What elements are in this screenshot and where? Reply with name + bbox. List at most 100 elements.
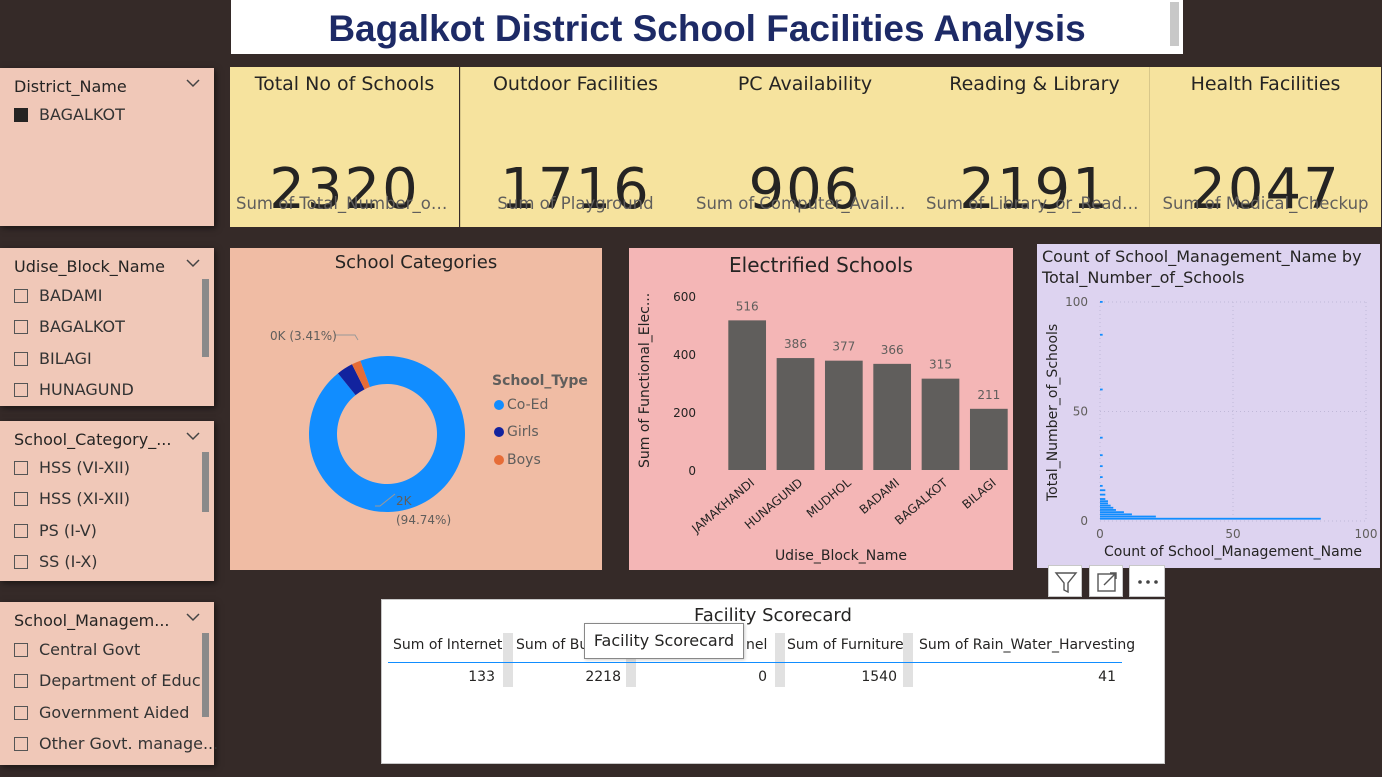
column-header[interactable]: nel: [746, 637, 768, 653]
facility-scorecard-table[interactable]: Facility Scorecard Sum of Internet Sum o…: [381, 599, 1165, 764]
slicer-item[interactable]: Department of Educ.: [14, 671, 206, 690]
filter-button[interactable]: [1048, 565, 1082, 597]
checkbox[interactable]: [14, 320, 28, 334]
bar-mudhol[interactable]: [824, 360, 863, 470]
hbar[interactable]: [1100, 509, 1116, 511]
hbar[interactable]: [1100, 500, 1108, 503]
slicer-title: School_Managem...: [14, 611, 170, 630]
kpi-card-library[interactable]: Reading & Library 2191 Sum of Library_or…: [920, 67, 1149, 227]
bar-bagalkot[interactable]: [921, 378, 960, 470]
checkbox[interactable]: [14, 461, 28, 475]
checkbox[interactable]: [14, 289, 28, 303]
slicer-item[interactable]: HSS (XI-XII): [14, 489, 130, 508]
x-tick-label: 0: [1096, 527, 1104, 541]
block-slicer[interactable]: Udise_Block_Name BADAMI BAGALKOT BILAGI …: [0, 248, 214, 406]
slicer-item[interactable]: BADAMI: [14, 286, 102, 305]
donut-slice-girls[interactable]: [337, 363, 366, 398]
donut-slice-co-ed[interactable]: [287, 334, 487, 534]
chevron-down-icon[interactable]: [186, 431, 200, 441]
column-header[interactable]: Sum of Rain_Water_Harvesting: [919, 637, 1136, 653]
slicer-item[interactable]: Government Aided: [14, 703, 189, 722]
slicer-item[interactable]: HUNAGUND: [14, 380, 134, 399]
bar-hunagund[interactable]: [776, 358, 815, 470]
chevron-down-icon[interactable]: [186, 78, 200, 88]
hbar[interactable]: [1100, 513, 1132, 516]
checkbox[interactable]: [14, 555, 28, 569]
management-chart-panel[interactable]: Count of School_Management_Name by Total…: [1037, 244, 1380, 568]
column-header[interactable]: Sum of Furniture: [787, 637, 904, 653]
slicer-item[interactable]: HSS (VI-XII): [14, 458, 130, 477]
bar-bilagi[interactable]: [969, 408, 1008, 470]
checkbox[interactable]: [14, 674, 28, 688]
chevron-down-icon[interactable]: [186, 258, 200, 268]
x-tick-label: 100: [1355, 527, 1378, 541]
slicer-item[interactable]: PS (I-V): [14, 521, 97, 540]
slicer-item[interactable]: BILAGI: [14, 349, 92, 368]
donut-slice-boys[interactable]: [352, 360, 370, 391]
x-axis-label: Count of School_Management_Name: [1104, 544, 1362, 560]
management-slicer[interactable]: School_Managem... Central Govt Departmen…: [0, 602, 218, 765]
bar-data-label: 211: [977, 388, 1000, 402]
district-slicer[interactable]: District_Name BAGALKOT: [0, 68, 214, 226]
hbar[interactable]: [1100, 517, 1321, 520]
chart-title: Count of School_Management_Name by Total…: [1042, 247, 1362, 287]
column-header[interactable]: Sum of Bu: [516, 637, 589, 653]
hbar[interactable]: [1100, 515, 1156, 518]
hbar[interactable]: [1100, 489, 1106, 492]
slicer-item[interactable]: SS (I-X): [14, 552, 98, 571]
legend-item-boys[interactable]: Boys: [494, 452, 541, 468]
category-slicer[interactable]: School_Category_... HSS (VI-XII) HSS (XI…: [0, 421, 214, 581]
title-scrollbar[interactable]: [1170, 2, 1179, 46]
table-title: Facility Scorecard: [694, 605, 852, 626]
hbar[interactable]: [1100, 504, 1111, 507]
bar-jamakhandi[interactable]: [728, 320, 767, 470]
checkbox[interactable]: [14, 492, 28, 506]
kpi-card-pc[interactable]: PC Availability 906 Sum of Computer_Avai…: [690, 67, 920, 227]
slicer-item[interactable]: Other Govt. manage...: [14, 734, 218, 753]
hbar[interactable]: [1100, 301, 1103, 303]
hbar[interactable]: [1100, 388, 1103, 391]
slicer-scrollbar[interactable]: [202, 279, 209, 357]
legend-item-coed[interactable]: Co-Ed: [494, 397, 548, 413]
checkbox[interactable]: [14, 383, 28, 397]
focus-mode-button[interactable]: [1089, 565, 1123, 597]
slicer-item[interactable]: Central Govt: [14, 640, 140, 659]
legend-item-girls[interactable]: Girls: [494, 424, 539, 440]
kpi-card-outdoor[interactable]: Outdoor Facilities 1716 Sum of Playgroun…: [461, 67, 690, 227]
checkbox[interactable]: [14, 706, 28, 720]
bar-badami[interactable]: [873, 363, 912, 470]
y-axis-label: Total_Number_of_Schools: [1045, 324, 1061, 502]
hbar[interactable]: [1100, 498, 1106, 500]
checkbox-checked[interactable]: [14, 108, 28, 122]
hbar[interactable]: [1100, 484, 1103, 487]
chevron-down-icon[interactable]: [186, 612, 200, 622]
slicer-scrollbar[interactable]: [202, 633, 209, 717]
slicer-item[interactable]: BAGALKOT: [14, 317, 125, 336]
y-tick-label: 0: [688, 464, 696, 478]
chart-title: Electrified Schools: [729, 253, 913, 277]
hbar[interactable]: [1100, 511, 1124, 514]
checkbox[interactable]: [14, 643, 28, 657]
donut-chart-panel[interactable]: School Categories 0K (3.41%) 2K (94.74%)…: [230, 248, 602, 570]
hbar[interactable]: [1100, 465, 1103, 468]
donut-label-small: 0K (3.41%): [270, 329, 337, 343]
hbar[interactable]: [1100, 333, 1103, 336]
checkbox[interactable]: [14, 352, 28, 366]
hbar[interactable]: [1100, 454, 1103, 457]
bar-chart-panel[interactable]: Electrified Schools 0 200 400 600 516 JAMAKHA…: [629, 248, 1013, 570]
hbar[interactable]: [1100, 502, 1108, 505]
hbar[interactable]: [1100, 476, 1103, 478]
card-subtitle: Sum of Medical_Checkup: [1162, 194, 1369, 213]
card-title: Reading & Library: [949, 73, 1120, 95]
slicer-scrollbar[interactable]: [202, 452, 209, 512]
checkbox[interactable]: [14, 737, 28, 751]
checkbox[interactable]: [14, 524, 28, 538]
slicer-item-bagalkot[interactable]: BAGALKOT: [14, 105, 125, 124]
more-options-button[interactable]: [1129, 565, 1165, 597]
kpi-card-total-schools[interactable]: Total No of Schools 2320 Sum of Total_Nu…: [230, 67, 459, 227]
column-header[interactable]: Sum of Internet: [393, 637, 503, 653]
kpi-card-health[interactable]: Health Facilities 2047 Sum of Medical_Ch…: [1150, 67, 1381, 227]
hbar[interactable]: [1100, 493, 1106, 496]
hbar[interactable]: [1100, 436, 1103, 439]
hbar[interactable]: [1100, 506, 1114, 509]
